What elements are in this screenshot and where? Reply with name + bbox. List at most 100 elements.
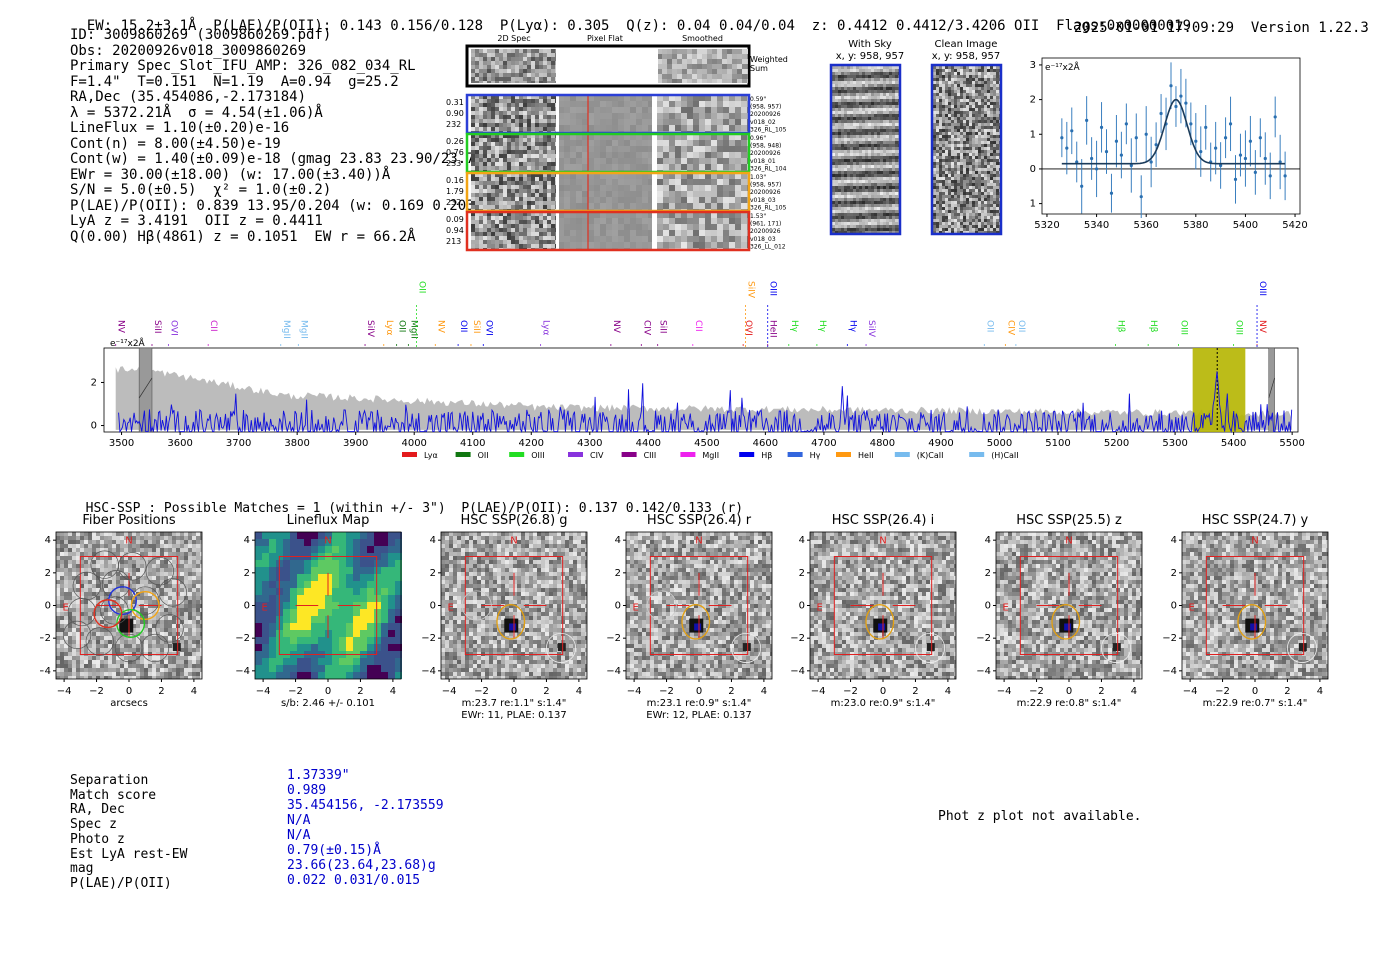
hsc-panel-title: HSC SSP(26.4) i: [832, 513, 934, 528]
legend-swatch: [787, 452, 803, 457]
search-box: [464, 556, 564, 655]
with-sky-subtitle: x, y: 958, 957: [836, 51, 905, 62]
match-label: Est LyA rest-EW: [70, 846, 188, 862]
match-label: Spec z: [70, 817, 117, 833]
row-right-info: 0.96": [750, 135, 766, 142]
row-right-info: 20200926: [750, 189, 781, 196]
hsc-xtick: 0: [696, 686, 702, 697]
with-sky-title: With Sky: [848, 39, 892, 50]
info-line: RA,Dec (35.454086,-2.173184): [70, 89, 307, 105]
info-line: Cont(n) = 8.00(±4.50)e-19: [70, 135, 281, 152]
hsc-ytick: −2: [235, 633, 250, 644]
match-label: Photo z: [70, 831, 125, 847]
hsc-xtick: 4: [390, 686, 396, 697]
zoom-point: [1144, 132, 1148, 136]
secondary-source: [1298, 643, 1307, 652]
zoom-point: [1253, 170, 1257, 174]
secondary-source: [557, 643, 566, 652]
spectral-line-label: NV: [435, 320, 445, 334]
zoom-ylabel: e⁻¹⁷x2Å: [1045, 61, 1081, 73]
zoom-point: [1184, 101, 1188, 105]
weighted-sum-2dspec: [471, 49, 557, 83]
hsc-ytick: −4: [421, 666, 436, 677]
spectral-line-label: OII: [984, 320, 994, 332]
info-line: F=1.4" T=0.151 N=1.19 A=0.94 g=25.2: [70, 73, 399, 90]
spectrum-xtick: 3500: [109, 438, 134, 449]
row-right-info: 20200926: [750, 150, 781, 157]
hsc-ytick: 2: [799, 568, 805, 579]
spectrum-line: [118, 371, 1293, 434]
hsc-panel-title: HSC SSP(24.7) y: [1202, 513, 1309, 528]
info-line: Q(0.00) Hβ(4861) z = 0.1051 EW r = 66.2Å: [70, 228, 416, 245]
hsc-xtick: 2: [912, 686, 918, 697]
row-smoothed: [657, 134, 748, 172]
spectrum-ytick: 2: [91, 377, 97, 388]
row-right-info: v018_01: [750, 158, 776, 165]
hsc-ytick: −2: [606, 633, 621, 644]
hsc-ytick: 0: [1171, 601, 1177, 612]
hsc-xtick: −4: [627, 686, 642, 697]
summary-header: EW: 15.2±3.1Å P(LAE)/P(OII): 0.143 0.156…: [70, 2, 1191, 34]
zoom-point: [1238, 153, 1243, 157]
match-label: P(LAE)/P(OII): [70, 875, 172, 891]
spectral-line-label: SiII: [658, 320, 668, 334]
hsc-ytick: −2: [40, 633, 51, 644]
zoom-gaussian-fit: [1061, 98, 1286, 165]
spectral-line-label: OVI: [483, 320, 493, 336]
spectral-line-label: OII: [397, 320, 407, 332]
row-2dspec: [471, 173, 557, 211]
spectral-line-label: SiII: [152, 320, 162, 334]
zoom-point: [1258, 136, 1262, 140]
legend-label: (H)CaII: [991, 451, 1018, 460]
zoom-point: [1179, 94, 1183, 98]
hsc-caption: m:23.7 re:1.1" s:1.4": [462, 698, 567, 709]
hsc-xtick: 2: [158, 686, 164, 697]
zoom-xtick: 5320: [1034, 220, 1059, 231]
spectral-line-label: MgII: [408, 320, 418, 339]
zoom-point: [1149, 160, 1153, 164]
fiber-circle: [155, 614, 184, 643]
zoom-point: [1159, 111, 1163, 116]
row-smoothed: [657, 173, 748, 211]
hsc-xtick: −2: [474, 686, 489, 697]
hsc-ytick: −4: [40, 666, 51, 677]
hsc-ytick: 0: [615, 601, 621, 612]
hsc-ytick: −4: [606, 666, 621, 677]
search-box: [833, 556, 933, 655]
hsc-ytick: 0: [799, 601, 805, 612]
hsc-ytick: −2: [1162, 633, 1177, 644]
north-label: N: [324, 535, 331, 546]
clean-image-title: Clean Image: [935, 39, 998, 50]
zoom-point: [1099, 125, 1104, 129]
spectral-line-label: Lyα: [541, 320, 551, 336]
row-right-info: 326_RL_104: [750, 165, 787, 172]
spectrum-xtick: 5000: [987, 438, 1012, 449]
hsc-ytick: 4: [45, 535, 51, 546]
hsc-ytick: 2: [244, 568, 250, 579]
spectrum-xtick: 4100: [460, 438, 485, 449]
match-labels: Separation Match score RA, Dec Spec z Photo …: [70, 773, 188, 892]
row-right-info: (961, 171): [750, 221, 781, 228]
hsc-xtick: 2: [357, 686, 363, 697]
hsc-ytick: 4: [985, 535, 991, 546]
row-pixelflat: [558, 212, 652, 250]
match-label: RA, Dec: [70, 802, 125, 818]
info-line: EWr = 30.00(±18.00) (w: 17.00(±3.40))Å: [70, 166, 391, 183]
zoom-point: [1124, 122, 1128, 126]
fiber-circle: [72, 571, 101, 601]
spectral-line-label: CII: [693, 320, 703, 332]
east-label: E: [261, 602, 267, 613]
hsc-xtick: −2: [1029, 686, 1044, 697]
hsc-image-panels: Fiber Positions N E −4 −4 −2 −2 0 0 2 2 4 4 arcsecs Li…: [40, 513, 1329, 721]
cutout-row-frame: [465, 210, 751, 252]
clean-image: [933, 66, 1000, 234]
spectrum-xtick: 3900: [343, 438, 368, 449]
spectrum-xtick: 4500: [694, 438, 719, 449]
fiber-circle: [67, 597, 97, 627]
match-label: Separation: [70, 773, 149, 788]
hsc-panel-title: HSC SSP(26.8) g: [460, 513, 567, 528]
zoom-point: [1065, 146, 1069, 150]
spectral-line-label: Hγ: [847, 320, 857, 333]
hsc-xtick: 2: [728, 686, 734, 697]
hsc-xtick: 4: [945, 686, 951, 697]
